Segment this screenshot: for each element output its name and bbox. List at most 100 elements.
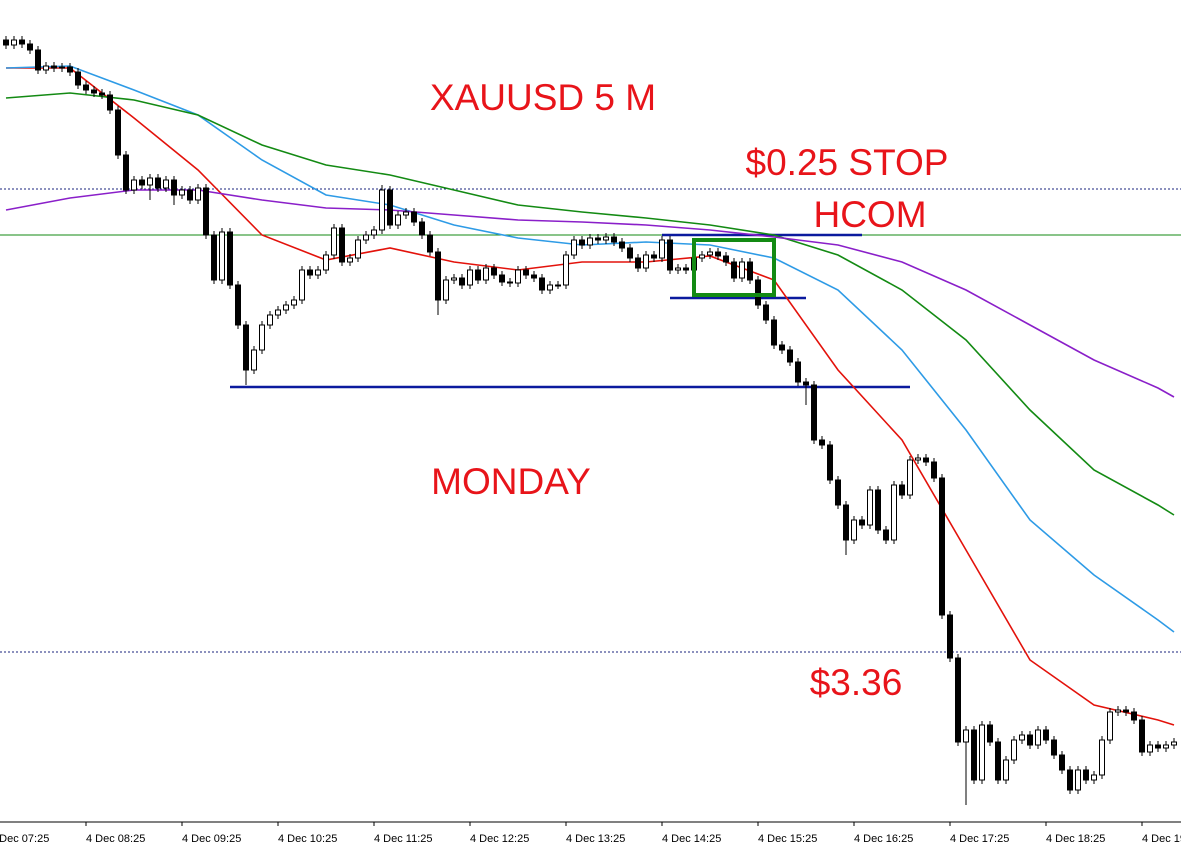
candle-body — [235, 284, 241, 326]
candle-body — [315, 269, 321, 276]
candle-body — [739, 261, 745, 279]
candle-body — [619, 241, 625, 249]
candle-body — [155, 177, 161, 189]
candle-body — [75, 71, 81, 86]
candle-body — [419, 221, 425, 236]
candle-body — [715, 251, 721, 257]
moving-average — [5, 65, 1175, 633]
candle-body — [963, 729, 969, 743]
x-tick-label: 4 Dec 16:25 — [854, 833, 913, 845]
x-tick-label: 4 Dec 17:25 — [950, 833, 1009, 845]
candle-body — [451, 277, 457, 281]
candle-body — [243, 324, 249, 371]
candle-body — [163, 179, 169, 189]
candle-body — [795, 361, 801, 383]
candle-body — [755, 279, 761, 306]
candle-body — [867, 489, 873, 526]
candle-body — [1099, 739, 1105, 776]
candle-body — [883, 529, 889, 541]
candle-body — [91, 89, 97, 94]
candle-body — [395, 214, 401, 226]
candle-body — [539, 277, 545, 291]
candle-body — [139, 179, 145, 186]
candle-body — [483, 267, 489, 281]
candle-body — [1035, 729, 1041, 746]
candle-body — [979, 724, 985, 781]
candle-body — [219, 231, 225, 281]
candle-body — [331, 227, 337, 256]
candle-body — [1155, 744, 1161, 749]
candle-body — [779, 344, 785, 351]
candle-body — [1123, 709, 1129, 713]
x-tick-label: 4 Dec 07:25 — [0, 833, 49, 845]
candle-body — [259, 324, 265, 351]
candle-body — [1083, 769, 1089, 781]
candle-body — [1091, 774, 1097, 781]
candle-body — [1163, 744, 1169, 749]
candle-body — [987, 724, 993, 743]
candle-body — [283, 304, 289, 311]
candle-body — [11, 39, 17, 46]
annotation: XAUUSD 5 M — [430, 77, 656, 118]
candle-body — [43, 65, 49, 71]
x-tick-label: 4 Dec 12:25 — [470, 833, 529, 845]
candle-body — [1067, 769, 1073, 791]
candle-body — [467, 269, 473, 286]
candle-body — [803, 381, 809, 386]
candle-body — [811, 384, 817, 441]
candle-body — [403, 211, 409, 216]
plot-area — [0, 36, 1181, 805]
candle-body — [203, 187, 209, 236]
candle-body — [835, 479, 841, 506]
candle-body — [563, 254, 569, 286]
candle-body — [667, 239, 673, 271]
x-tick-label: 4 Dec 15:25 — [758, 833, 817, 845]
candle-body — [587, 237, 593, 246]
candle-body — [891, 484, 897, 541]
candle-body — [187, 189, 193, 201]
candle-body — [699, 254, 705, 259]
candle-body — [275, 309, 281, 316]
candle-body — [827, 444, 833, 481]
candle-body — [387, 189, 393, 226]
candle-body — [19, 39, 25, 45]
candle-body — [443, 279, 449, 301]
candle-body — [1139, 719, 1145, 753]
candle-body — [603, 236, 609, 241]
candle-body — [147, 177, 153, 186]
candle-body — [595, 237, 601, 241]
x-tick-label: 4 Dec 08:25 — [86, 833, 145, 845]
candle-body — [1107, 711, 1113, 741]
candle-body — [1147, 744, 1153, 753]
candle-body — [555, 284, 561, 287]
candle-body — [1051, 739, 1057, 756]
candle-body — [1043, 729, 1049, 741]
candle-body — [1115, 709, 1121, 713]
candle-body — [211, 234, 217, 281]
candle-body — [491, 267, 497, 276]
candle-body — [531, 274, 537, 279]
candle-body — [771, 319, 777, 346]
candle-body — [59, 66, 65, 69]
candle-body — [1059, 754, 1065, 771]
candle-body — [267, 314, 273, 326]
candle-body — [339, 227, 345, 263]
candle-body — [707, 251, 713, 256]
candle-body — [171, 179, 177, 196]
moving-average — [5, 92, 1175, 516]
candle-body — [659, 239, 665, 259]
candle-body — [1019, 734, 1025, 741]
candle-body — [611, 236, 617, 243]
annotation: MONDAY — [431, 461, 591, 502]
candle-body — [3, 39, 9, 46]
candle-body — [323, 254, 329, 271]
x-tick-label: 4 Dec 10:25 — [278, 833, 337, 845]
x-tick-label: 4 Dec 18:25 — [1046, 833, 1105, 845]
candle-body — [67, 66, 73, 73]
candle-body — [915, 457, 921, 461]
x-tick-label: 4 Dec 19:25 — [1142, 833, 1181, 845]
candle-body — [123, 154, 129, 191]
candle-body — [307, 269, 313, 276]
candle-body — [923, 457, 929, 463]
candle-body — [747, 261, 753, 281]
